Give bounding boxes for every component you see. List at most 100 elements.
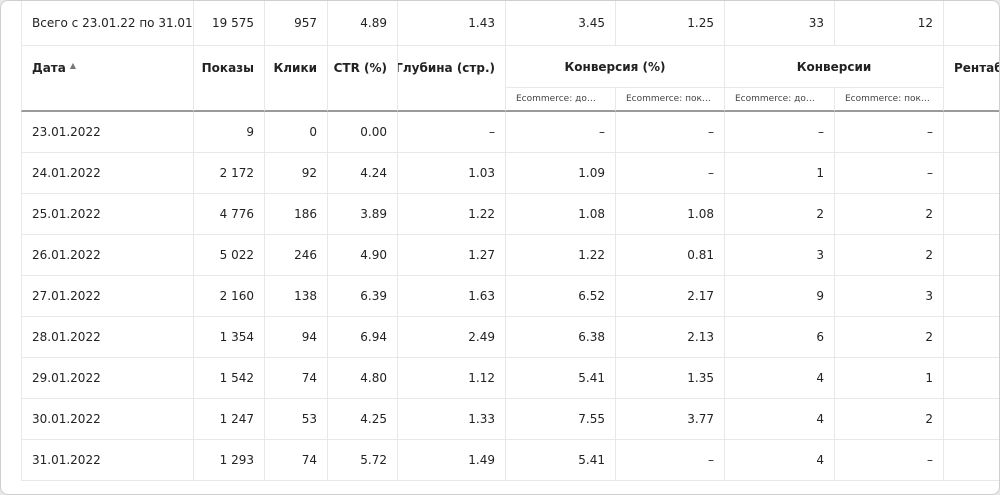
totals-depth: 1.43 [398, 1, 506, 46]
column-header-conversion-rate-goal-2[interactable]: Ecommerce: пок… [616, 88, 725, 112]
cell-profitability [944, 317, 999, 358]
cell-ctr: 4.24 [328, 153, 398, 194]
column-group-conversion-rate[interactable]: Конверсия (%) [506, 46, 725, 88]
totals-label: Всего с 23.01.22 по 31.01.22 [21, 1, 194, 46]
column-header-date[interactable]: Дата ▲ [21, 46, 194, 112]
totals-conversions-1: 33 [725, 1, 835, 46]
totals-clicks: 957 [265, 1, 328, 46]
cell-profitability [944, 440, 999, 481]
column-header-conversion-rate-goal-1[interactable]: Ecommerce: до… [506, 88, 616, 112]
cell-ctr: 0.00 [328, 112, 398, 153]
cell-ctr: 3.89 [328, 194, 398, 235]
cell-ctr: 4.80 [328, 358, 398, 399]
cell-conversions-2: 2 [835, 317, 944, 358]
column-header-ctr[interactable]: CTR (%) [328, 46, 398, 112]
column-header-date-label: Дата [32, 61, 66, 75]
cell-impressions: 4 776 [194, 194, 265, 235]
cell-clicks: 186 [265, 194, 328, 235]
cell-conversions-2: 3 [835, 276, 944, 317]
cell-profitability [944, 235, 999, 276]
cell-impressions: 5 022 [194, 235, 265, 276]
cell-clicks: 246 [265, 235, 328, 276]
cell-conversion-rate-2: 1.35 [616, 358, 725, 399]
cell-depth: 1.12 [398, 358, 506, 399]
cell-conversions-1: 4 [725, 358, 835, 399]
cell-conversion-rate-2: 1.08 [616, 194, 725, 235]
cell-date: 25.01.2022 [21, 194, 194, 235]
cell-date: 23.01.2022 [21, 112, 194, 153]
cell-ctr: 4.90 [328, 235, 398, 276]
cell-conversions-1: 6 [725, 317, 835, 358]
cell-clicks: 74 [265, 440, 328, 481]
cell-conversions-1: 4 [725, 399, 835, 440]
cell-conversion-rate-1: 6.52 [506, 276, 616, 317]
cell-conversions-2: – [835, 112, 944, 153]
cell-depth: 1.63 [398, 276, 506, 317]
cell-conversion-rate-1: 1.22 [506, 235, 616, 276]
cell-impressions: 2 160 [194, 276, 265, 317]
cell-conversions-1: 1 [725, 153, 835, 194]
column-header-depth[interactable]: Глубина (стр.) [398, 46, 506, 112]
cell-clicks: 92 [265, 153, 328, 194]
cell-ctr: 4.25 [328, 399, 398, 440]
cell-depth: 1.03 [398, 153, 506, 194]
cell-clicks: 0 [265, 112, 328, 153]
cell-impressions: 1 354 [194, 317, 265, 358]
cell-clicks: 53 [265, 399, 328, 440]
cell-date: 28.01.2022 [21, 317, 194, 358]
cell-conversions-2: 2 [835, 235, 944, 276]
cell-conversions-1: 2 [725, 194, 835, 235]
totals-impressions: 19 575 [194, 1, 265, 46]
cell-conversion-rate-2: 2.13 [616, 317, 725, 358]
cell-impressions: 1 293 [194, 440, 265, 481]
cell-conversion-rate-2: 2.17 [616, 276, 725, 317]
totals-ctr: 4.89 [328, 1, 398, 46]
cell-depth: 1.33 [398, 399, 506, 440]
column-group-conversions[interactable]: Конверсии [725, 46, 944, 88]
cell-conversion-rate-1: 7.55 [506, 399, 616, 440]
cell-conversion-rate-1: 1.08 [506, 194, 616, 235]
cell-date: 26.01.2022 [21, 235, 194, 276]
cell-conversion-rate-2: – [616, 440, 725, 481]
cell-conversion-rate-1: 5.41 [506, 358, 616, 399]
cell-conversions-1: 4 [725, 440, 835, 481]
cell-conversion-rate-2: 0.81 [616, 235, 725, 276]
cell-conversion-rate-2: – [616, 153, 725, 194]
column-header-profitability[interactable]: Рентабельность [944, 46, 999, 112]
cell-depth: – [398, 112, 506, 153]
report-table: Всего с 23.01.22 по 31.01.22 19 575 957 … [21, 1, 999, 481]
totals-conversion-rate-2: 1.25 [616, 1, 725, 46]
cell-clicks: 94 [265, 317, 328, 358]
totals-conversions-2: 12 [835, 1, 944, 46]
cell-profitability [944, 276, 999, 317]
cell-profitability [944, 112, 999, 153]
cell-depth: 1.49 [398, 440, 506, 481]
cell-date: 31.01.2022 [21, 440, 194, 481]
cell-date: 27.01.2022 [21, 276, 194, 317]
column-header-clicks[interactable]: Клики [265, 46, 328, 112]
cell-depth: 1.22 [398, 194, 506, 235]
cell-ctr: 5.72 [328, 440, 398, 481]
cell-depth: 1.27 [398, 235, 506, 276]
column-header-conversions-goal-1[interactable]: Ecommerce: до… [725, 88, 835, 112]
cell-profitability [944, 399, 999, 440]
cell-ctr: 6.39 [328, 276, 398, 317]
cell-conversions-1: – [725, 112, 835, 153]
cell-profitability [944, 358, 999, 399]
cell-impressions: 2 172 [194, 153, 265, 194]
cell-conversions-2: – [835, 440, 944, 481]
cell-date: 30.01.2022 [21, 399, 194, 440]
totals-profitability [944, 1, 999, 46]
totals-conversion-rate-1: 3.45 [506, 1, 616, 46]
cell-conversion-rate-1: – [506, 112, 616, 153]
column-header-impressions[interactable]: Показы [194, 46, 265, 112]
cell-conversions-1: 3 [725, 235, 835, 276]
sort-ascending-icon: ▲ [69, 61, 76, 70]
cell-conversions-2: 1 [835, 358, 944, 399]
cell-date: 29.01.2022 [21, 358, 194, 399]
cell-conversion-rate-1: 6.38 [506, 317, 616, 358]
cell-depth: 2.49 [398, 317, 506, 358]
column-header-conversions-goal-2[interactable]: Ecommerce: пок… [835, 88, 944, 112]
cell-conversions-2: – [835, 153, 944, 194]
